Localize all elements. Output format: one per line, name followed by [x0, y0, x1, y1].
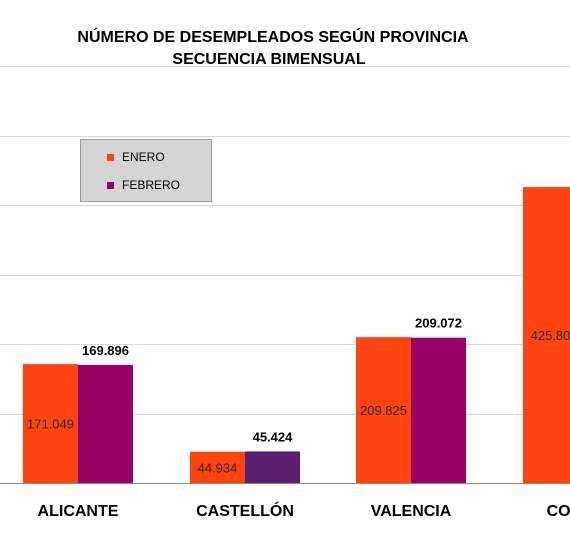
data-label: 209.072 — [415, 316, 462, 331]
bar-enero — [190, 451, 245, 483]
legend-swatch-febrero — [107, 181, 114, 189]
bar-febrero — [78, 364, 133, 483]
legend-label-febrero: FEBRERO — [122, 178, 181, 192]
chart-title: NÚMERO DE DESEMPLEADOS SEGÚN PROVINCIA — [77, 27, 469, 46]
bar-enero — [523, 187, 570, 483]
bar-enero — [356, 337, 411, 483]
data-label: 425.80 — [531, 328, 570, 343]
data-label: 171.049 — [27, 417, 74, 432]
category-label: COM.VA — [547, 503, 570, 520]
category-label: VALENCIA — [371, 503, 452, 520]
data-label: 209.825 — [360, 403, 407, 418]
category-label: ALICANTE — [38, 503, 119, 520]
legend-item-enero: ENERO — [107, 150, 165, 164]
bar-enero — [23, 364, 78, 483]
category-label: CASTELLÓN — [196, 501, 294, 520]
legend-item-febrero: FEBRERO — [107, 178, 180, 192]
legend-label-enero: ENERO — [122, 150, 165, 164]
legend: ENERO FEBRERO — [80, 139, 212, 202]
data-label: 44.934 — [198, 460, 238, 475]
legend-swatch-enero — [107, 153, 114, 161]
bar-febrero — [245, 451, 300, 483]
bar-febrero — [411, 337, 466, 483]
chart-subtitle: SECUENCIA BIMENSUAL — [172, 51, 365, 68]
data-label: 45.424 — [253, 429, 294, 444]
data-label: 169.896 — [82, 343, 129, 358]
